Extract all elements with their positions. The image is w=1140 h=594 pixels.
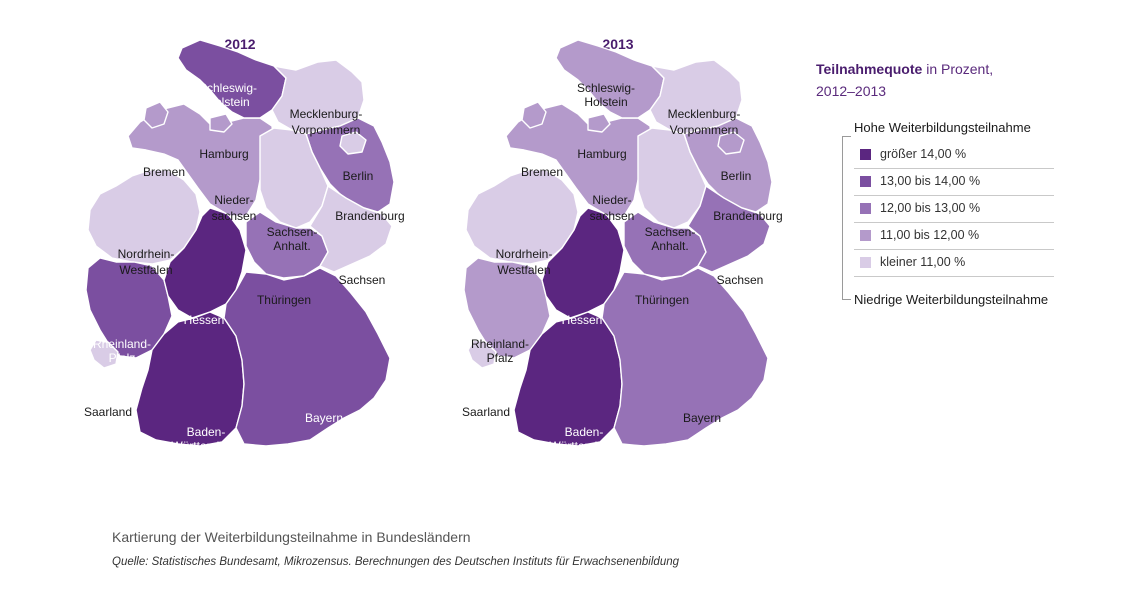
state-label-thüringen: Thüringen — [257, 293, 311, 307]
state-saarland — [467, 339, 497, 369]
state-nordrhein-westfalen — [87, 169, 201, 265]
state-brandenburg — [683, 117, 773, 213]
legend-class-2: 13,00 bis 14,00 % — [854, 169, 1054, 196]
legend-title: Teilnahmequote in Prozent, 2012–2013 — [816, 58, 1056, 102]
legend: Teilnahmequote in Prozent, 2012–2013 Hoh… — [816, 58, 1056, 307]
state-label-rheinland-pfalz: Rheinland-Pfalz — [93, 337, 151, 365]
map-title-2013: 2013 — [602, 36, 634, 52]
legend-class-label: 11,00 bis 12,00 % — [880, 228, 980, 242]
map-title-2012: 2012 — [224, 36, 256, 52]
state-label-bayern: Bayern — [683, 411, 721, 425]
state-label-schleswig-holstein: Schleswig-Holstein — [199, 81, 257, 109]
state-label-mecklenburg-vorpommern: Mecklenburg-Vorpommern — [668, 107, 741, 137]
legend-class-label: 12,00 bis 13,00 % — [880, 201, 981, 215]
state-label-mecklenburg-vorpommern: Mecklenburg-Vorpommern — [290, 107, 363, 137]
state-brandenburg — [305, 117, 395, 213]
state-sachsen — [687, 185, 771, 273]
state-saarland — [89, 339, 119, 369]
map-2012: 2012 Nordrhein-Westfalen Rheinland-Pfalz H… — [60, 0, 420, 520]
state-bayern — [223, 267, 391, 447]
state-label-saarland: Saarland — [462, 405, 510, 419]
state-label-berlin: Berlin — [343, 169, 374, 183]
legend-title-rest: in Prozent, — [922, 61, 994, 77]
germany-map-2012: Nordrhein-Westfalen Rheinland-Pfalz Hessen… — [84, 39, 405, 453]
state-label-rheinland-pfalz: Rheinland-Pfalz — [471, 337, 529, 365]
state-label-schleswig-holstein: Schleswig-Holstein — [577, 81, 635, 109]
state-label-bremen: Bremen — [143, 165, 185, 179]
state-schleswig-holstein — [177, 39, 287, 119]
state-bayern — [601, 267, 769, 447]
legend-class-label: größer 14,00 % — [880, 147, 967, 161]
state-label-brandenburg: Brandenburg — [713, 209, 782, 223]
state-label-hessen: Hessen — [184, 313, 225, 327]
state-label-bremen: Bremen — [521, 165, 563, 179]
state-label-sachsen-anhalt: Sachsen-Anhalt. — [645, 225, 696, 253]
legend-title-bold: Teilnahmequote — [816, 61, 923, 77]
legend-swatch — [860, 230, 871, 241]
state-nordrhein-westfalen — [465, 169, 579, 265]
legend-low-label: Niedrige Weiterbildungsteilnahme — [854, 292, 1049, 307]
legend-class-label: 13,00 bis 14,00 % — [880, 174, 981, 188]
state-hamburg — [209, 113, 233, 133]
legend-class-label: kleiner 11,00 % — [880, 255, 966, 269]
state-bremen — [143, 101, 169, 129]
state-label-hamburg: Hamburg — [199, 147, 248, 161]
state-label-hamburg: Hamburg — [577, 147, 626, 161]
legend-class-1: größer 14,00 % — [854, 142, 1054, 169]
state-sachsen — [309, 185, 393, 273]
state-label-niedersachsen: Nieder-sachsen — [590, 193, 635, 223]
legend-high-label: Hohe Weiterbildungsteilnahme — [854, 120, 1031, 135]
legend-bracket — [842, 136, 851, 300]
state-label-sachsen-anhalt: Sachsen-Anhalt. — [267, 225, 318, 253]
legend-swatch — [860, 257, 871, 268]
state-label-berlin: Berlin — [721, 169, 752, 183]
state-label-baden-württemberg: Baden-Württemberg — [171, 425, 240, 453]
state-label-thüringen: Thüringen — [635, 293, 689, 307]
figure-caption: Kartierung der Weiterbildungsteilnahme i… — [112, 529, 471, 545]
state-label-nordrhein-westfalen: Nordrhein-Westfalen — [118, 247, 175, 277]
state-label-hessen: Hessen — [562, 313, 603, 327]
state-bremen — [521, 101, 547, 129]
state-label-baden-württemberg: Baden-Württemberg — [549, 425, 618, 453]
germany-map-2013: Nordrhein-Westfalen Rheinland-Pfalz Hessen… — [462, 39, 783, 453]
state-label-bayern: Bayern — [305, 411, 343, 425]
map-2013: 2013 Nordrhein-Westfalen Rheinland-Pfalz H… — [438, 0, 798, 520]
state-label-niedersachsen: Nieder-sachsen — [212, 193, 257, 223]
state-schleswig-holstein — [555, 39, 665, 119]
state-label-saarland: Saarland — [84, 405, 132, 419]
state-label-brandenburg: Brandenburg — [335, 209, 404, 223]
state-label-sachsen: Sachsen — [339, 273, 386, 287]
legend-class-5: kleiner 11,00 % — [854, 250, 1054, 277]
legend-swatch — [860, 149, 871, 160]
state-hamburg — [587, 113, 611, 133]
legend-class-4: 11,00 bis 12,00 % — [854, 223, 1054, 250]
legend-title-years: 2012–2013 — [816, 83, 887, 99]
state-label-sachsen: Sachsen — [717, 273, 764, 287]
state-berlin — [717, 131, 745, 155]
figure-source: Quelle: Statistisches Bundesamt, Mikroze… — [112, 556, 680, 568]
legend-swatch — [860, 176, 871, 187]
state-label-nordrhein-westfalen: Nordrhein-Westfalen — [496, 247, 553, 277]
legend-swatch — [860, 203, 871, 214]
state-berlin — [339, 131, 367, 155]
legend-class-3: 12,00 bis 13,00 % — [854, 196, 1054, 223]
